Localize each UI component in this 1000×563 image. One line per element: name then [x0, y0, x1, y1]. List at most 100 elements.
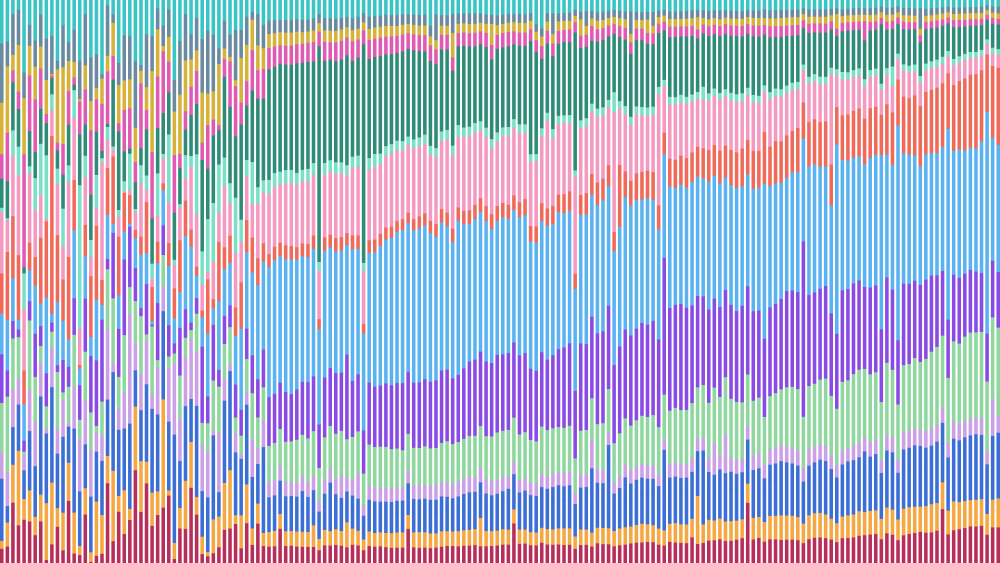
- bar-segment: [150, 492, 154, 526]
- bar-segment: [729, 398, 733, 457]
- bar-segment: [880, 460, 884, 473]
- bar-segment: [223, 425, 227, 483]
- bar-segment: [139, 65, 143, 71]
- bar-segment: [523, 124, 527, 133]
- bar-segment: [885, 14, 889, 21]
- bar-segment: [807, 465, 811, 481]
- bar-segment: [980, 49, 984, 55]
- bar-segment: [846, 480, 850, 515]
- bar-segment: [456, 33, 460, 47]
- bar-segment: [885, 507, 889, 533]
- bar-segment: [852, 70, 856, 78]
- bar-segment: [907, 534, 911, 563]
- bar-segment: [729, 150, 733, 186]
- bar-segment: [841, 538, 845, 563]
- bar-segment: [674, 493, 678, 523]
- bar-segment: [668, 477, 672, 493]
- bar-segment: [674, 188, 678, 305]
- bar-segment: [729, 92, 733, 100]
- bar-segment: [891, 289, 895, 370]
- bar-segment: [256, 45, 260, 70]
- bar-segment: [451, 546, 455, 563]
- bar-segment: [596, 498, 600, 527]
- bar-segment: [813, 383, 817, 447]
- bar-segment: [718, 455, 722, 470]
- bar-segment: [445, 226, 449, 370]
- bar-segment: [0, 43, 4, 103]
- bar-segment: [573, 273, 577, 289]
- bar-segment: [863, 21, 867, 41]
- bar-segment: [880, 155, 884, 330]
- bar-segment: [618, 475, 622, 488]
- bar-segment: [418, 484, 422, 499]
- bar-segment: [423, 143, 427, 213]
- bar-segment: [418, 137, 422, 146]
- bar-segment: [167, 266, 171, 325]
- bar-segment: [579, 545, 583, 563]
- bar-segment: [45, 503, 49, 560]
- bar-segment: [551, 129, 555, 138]
- bar-segment: [33, 66, 37, 99]
- bar-segment: [657, 427, 661, 475]
- bar-segment: [150, 71, 154, 153]
- bar-segment: [440, 25, 444, 35]
- bar-segment: [479, 467, 483, 482]
- bar-segment: [484, 221, 488, 362]
- bar-segment: [161, 286, 165, 311]
- bar-segment: [724, 177, 728, 290]
- bar-segment: [512, 474, 516, 488]
- bar-segment: [78, 185, 82, 329]
- bar-segment: [33, 257, 37, 286]
- bar-segment: [28, 75, 32, 131]
- bar-segment: [390, 0, 394, 15]
- bar-segment: [134, 301, 138, 343]
- bar-segment: [701, 385, 705, 438]
- bar-segment: [579, 128, 583, 195]
- bar-segment: [646, 12, 650, 20]
- bar-segment: [896, 0, 900, 7]
- bar-segment: [328, 0, 332, 18]
- bar-segment: [668, 523, 672, 542]
- bar-segment: [969, 526, 973, 563]
- bar-segment: [490, 148, 494, 215]
- bar-segment: [707, 26, 711, 36]
- bar-segment: [317, 262, 321, 271]
- bar-segment: [173, 434, 177, 500]
- bar-segment: [896, 519, 900, 540]
- bar-segment: [228, 61, 232, 107]
- bar-segment: [56, 235, 60, 302]
- bar-segment: [724, 489, 728, 521]
- bar-segment: [189, 330, 193, 339]
- bar-segment: [991, 260, 995, 317]
- bar-segment: [184, 129, 188, 155]
- bar-segment: [28, 431, 32, 478]
- bar-segment: [829, 15, 833, 22]
- bar-segment: [835, 408, 839, 465]
- bar-segment: [546, 13, 550, 22]
- bar-segment: [640, 20, 644, 29]
- bar-segment: [790, 463, 794, 481]
- bar-segment: [178, 94, 182, 154]
- bar-segment: [178, 507, 182, 528]
- bar-segment: [501, 14, 505, 24]
- bar-segment: [17, 109, 21, 147]
- bar-segment: [785, 10, 789, 18]
- bar-segment: [874, 154, 878, 285]
- bar-segment: [907, 0, 911, 8]
- bar-segment: [495, 25, 499, 35]
- bar-segment: [874, 439, 878, 454]
- bar-segment: [768, 26, 772, 38]
- bar-segment: [818, 166, 822, 289]
- bar-segment: [935, 463, 939, 503]
- bar-segment: [429, 548, 433, 563]
- bar-segment: [579, 474, 583, 488]
- bar-segment: [807, 166, 811, 295]
- bar-segment: [262, 98, 266, 180]
- bar-segment: [223, 20, 227, 48]
- bar-segment: [601, 469, 605, 483]
- bar-segment: [167, 242, 171, 266]
- bar-segment: [28, 0, 32, 25]
- bar-segment: [534, 40, 538, 52]
- bar-segment: [746, 140, 750, 175]
- bar-segment: [72, 334, 76, 386]
